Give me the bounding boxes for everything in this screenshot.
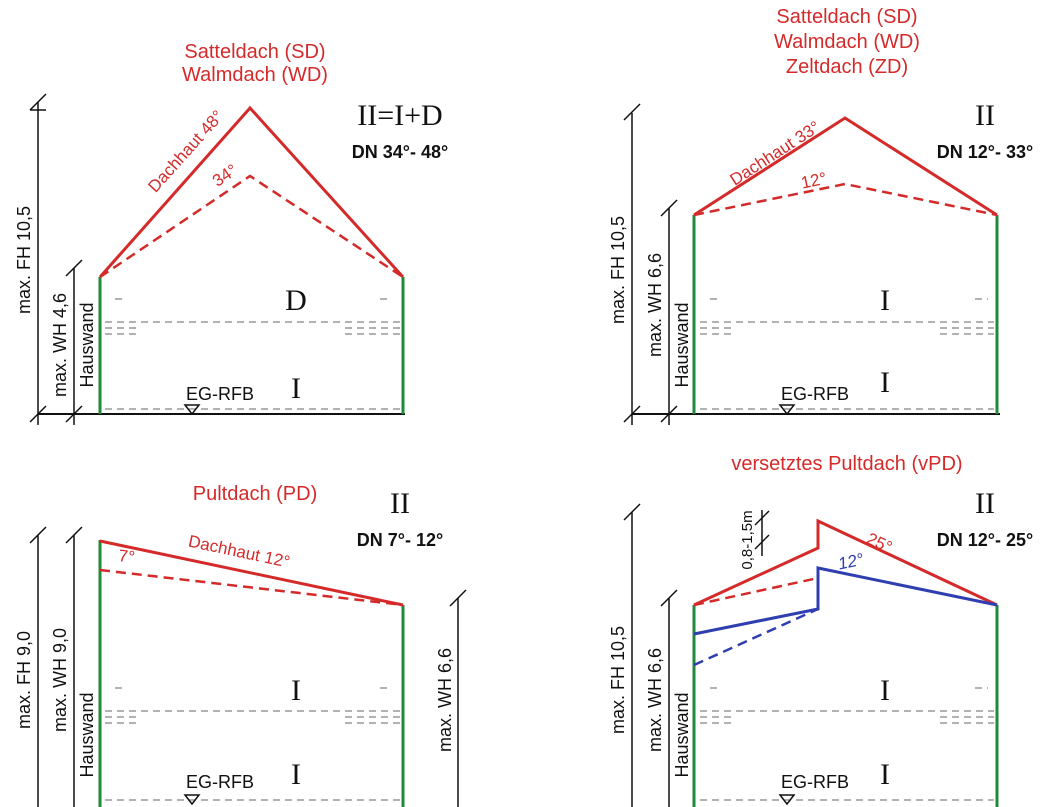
panel2-lower-floor: I xyxy=(880,366,890,399)
panel3-fh-label: max. FH 9,0 xyxy=(14,631,34,729)
panel3-lower-floor: I xyxy=(291,758,301,791)
panel3-floor-lines xyxy=(105,687,400,801)
panel3-fh-dimension xyxy=(29,526,47,807)
panel3-wall-label: Hauswand xyxy=(77,692,97,777)
panel4-roof-12 xyxy=(693,566,998,636)
panel3-angle2: 7° xyxy=(117,546,135,567)
panel4-angle-blue: 12° xyxy=(836,550,865,574)
panel3-dn-range: DN 7°- 12° xyxy=(357,530,443,550)
panel4-roof-25 xyxy=(693,518,998,607)
panel1-upper-floor: D xyxy=(285,284,307,317)
panel1-fh-dimension xyxy=(29,93,47,425)
panel1-wall-label: Hauswand xyxy=(77,302,97,387)
panel3-formula: II xyxy=(390,487,410,520)
panel2-wh-label: max. WH 6,6 xyxy=(645,253,665,357)
panel2-roof-33 xyxy=(693,116,998,217)
panel4-formula: II xyxy=(975,487,995,520)
panel-versetztes-pultdach: versetztes Pultdach (vPD) II DN 12°- 25°… xyxy=(608,453,1033,807)
panel4-floor-lines xyxy=(700,687,994,801)
panel3-wh-right-label: max. WH 6,6 xyxy=(435,648,455,752)
panel1-rfb-marker xyxy=(183,404,201,416)
panel2-title-line2: Walmdach (WD) xyxy=(774,31,920,53)
panel4-offset-dimension xyxy=(754,510,770,556)
panel4-rfb-label: EG-RFB xyxy=(781,772,849,792)
panel3-wh-dimension xyxy=(65,526,83,807)
panel1-fh-label: max. FH 10,5 xyxy=(14,206,34,314)
panel2-title-line3: Zeltdach (ZD) xyxy=(786,56,908,78)
panel1-title-line1: Satteldach (SD) xyxy=(184,41,325,63)
panel2-floor-lines xyxy=(700,298,994,410)
panel4-rfb-marker xyxy=(778,794,796,806)
panel3-wh-label: max. WH 9,0 xyxy=(50,628,70,732)
panel2-angle2: 12° xyxy=(799,169,828,193)
panel2-rfb-marker xyxy=(778,404,796,416)
panel2-roof-12 xyxy=(693,182,998,217)
panel2-formula: II xyxy=(975,99,995,132)
panel1-wh-label: max. WH 4,6 xyxy=(50,293,70,397)
panel4-wh-label: max. WH 6,6 xyxy=(645,648,665,752)
panel3-wh-right-dimension xyxy=(449,589,467,807)
panel1-dn-range: DN 34°- 48° xyxy=(352,142,448,162)
panel2-wall-label: Hauswand xyxy=(672,302,692,387)
panel4-angle-red: 25° xyxy=(864,529,895,557)
panel1-roof-48 xyxy=(98,105,405,279)
panel3-title: Pultdach (PD) xyxy=(193,483,318,505)
panel4-wall-label: Hauswand xyxy=(672,692,692,777)
panel1-roof-34 xyxy=(99,174,404,279)
panel4-wh-dimension xyxy=(660,589,678,807)
panel-satteldach-48: Satteldach (SD) Walmdach (WD) II=I+D DN … xyxy=(14,41,448,425)
panel3-roof-12 xyxy=(99,539,404,607)
panel4-upper-floor: I xyxy=(880,674,890,707)
panel3-rfb-label: EG-RFB xyxy=(186,772,254,792)
panel4-offset-label: 0,8-1,5m xyxy=(739,510,756,569)
panel3-roof-label: Dachhaut 12° xyxy=(187,532,292,572)
panel4-lower-floor: I xyxy=(880,758,890,791)
panel4-dn-range: DN 12°- 25° xyxy=(937,530,1033,550)
panel1-title-line2: Walmdach (WD) xyxy=(182,64,328,86)
panel1-lower-floor: I xyxy=(291,372,301,405)
panel4-title: versetztes Pultdach (vPD) xyxy=(731,453,962,475)
panel2-upper-floor: I xyxy=(880,284,890,317)
panel1-rfb-label: EG-RFB xyxy=(186,384,254,404)
panel4-roof-12-dashed xyxy=(693,607,819,667)
panel4-fh-dimension xyxy=(623,503,641,807)
panel-satteldach-33: Satteldach (SD) Walmdach (WD) Zeltdach (… xyxy=(608,6,1033,425)
panel1-floor-lines xyxy=(105,298,400,410)
panel-pultdach: Pultdach (PD) II DN 7°- 12° max. FH 9,0 … xyxy=(14,483,467,807)
panel2-dn-range: DN 12°- 33° xyxy=(937,142,1033,162)
panel2-title-line1: Satteldach (SD) xyxy=(776,6,917,28)
panel4-fh-label: max. FH 10,5 xyxy=(608,626,628,734)
panel3-roof-7 xyxy=(99,568,404,607)
panel3-upper-floor: I xyxy=(291,674,301,707)
panel3-rfb-marker xyxy=(183,794,201,806)
panel1-formula: II=I+D xyxy=(357,99,442,132)
panel2-rfb-label: EG-RFB xyxy=(781,384,849,404)
panel4-roof-25-dashed xyxy=(693,576,819,607)
panel2-fh-label: max. FH 10,5 xyxy=(608,216,628,324)
